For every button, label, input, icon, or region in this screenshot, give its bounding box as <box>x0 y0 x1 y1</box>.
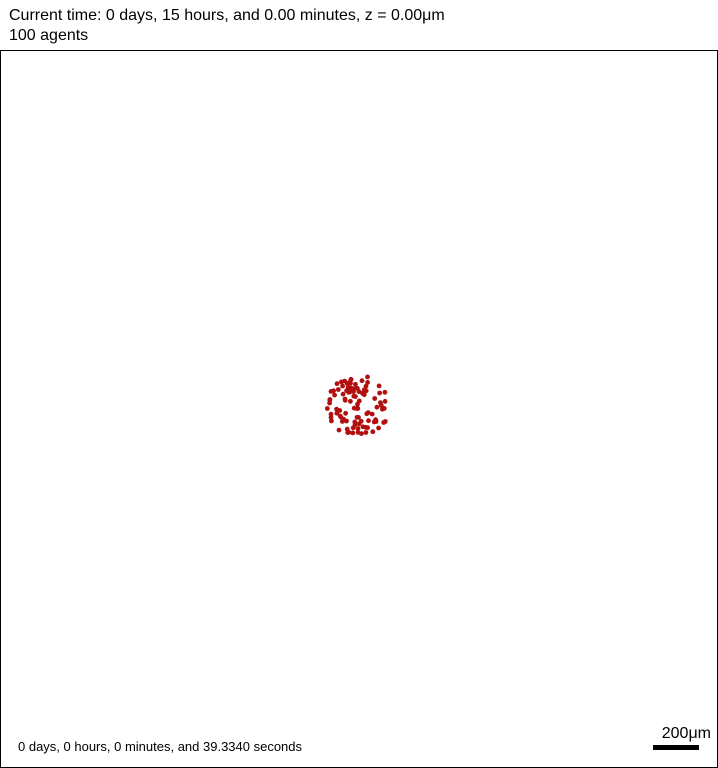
simulation-view: 0 days, 0 hours, 0 minutes, and 39.3340 … <box>0 50 718 768</box>
agent-cell <box>365 374 370 380</box>
agent-cell <box>363 430 369 435</box>
agent-cell <box>327 400 332 406</box>
agent-cell <box>372 396 378 401</box>
agent-cell <box>355 430 361 435</box>
agent-plot <box>324 374 388 436</box>
agent-cell <box>361 387 367 393</box>
agent-cell <box>364 411 370 417</box>
agent-cell <box>335 387 341 392</box>
agent-cell <box>363 383 369 389</box>
agent-cell <box>328 411 334 417</box>
agent-cell <box>377 390 382 396</box>
agent-cell <box>336 427 342 433</box>
agent-cell <box>371 419 377 425</box>
agent-cell <box>337 408 343 413</box>
agent-cell <box>324 406 330 411</box>
agent-cell <box>351 393 357 399</box>
agent-cell <box>376 383 382 389</box>
agent-cell <box>360 424 366 430</box>
agent-cell <box>328 389 334 394</box>
agent-cell <box>382 399 388 404</box>
agent-cell <box>353 381 358 387</box>
agent-cell <box>354 415 360 420</box>
agent-cell <box>365 425 370 431</box>
elapsed-time-label: 0 days, 0 hours, 0 minutes, and 39.3340 … <box>18 739 303 754</box>
agent-cell <box>338 414 344 420</box>
agent-cell <box>356 389 362 395</box>
agent-cell <box>342 397 348 403</box>
agent-cell <box>381 406 387 411</box>
agent-cell <box>332 392 337 398</box>
agent-cell <box>327 397 333 402</box>
agent-cell <box>355 426 361 431</box>
agent-cell <box>382 389 388 395</box>
agent-cell <box>340 383 345 389</box>
agent-cell <box>366 418 371 424</box>
agent-cell <box>359 378 365 384</box>
scale-bar-label: 200μm <box>661 725 711 742</box>
agent-cell <box>346 385 352 391</box>
agent-cell <box>340 391 346 397</box>
agent-cell <box>374 404 380 410</box>
agent-cell <box>378 403 384 408</box>
scale-bar <box>653 745 699 750</box>
agent-cell <box>381 420 387 425</box>
agent-cell <box>365 380 370 385</box>
agent-cell <box>348 380 353 386</box>
agent-cell <box>348 398 353 404</box>
agent-cell <box>354 406 360 411</box>
agent-cell <box>329 418 334 424</box>
agent-cell <box>344 418 349 424</box>
agent-cell <box>370 429 376 435</box>
agent-cell <box>339 379 344 385</box>
agent-cell <box>346 429 352 435</box>
agent-cell <box>350 430 356 436</box>
agent-cell <box>343 410 348 416</box>
agent-cell <box>369 411 375 417</box>
agent-cell <box>361 392 367 398</box>
agent-cell <box>356 398 362 404</box>
agent-cell <box>352 419 358 425</box>
agent-cell <box>358 418 364 424</box>
agent-cell <box>350 386 356 392</box>
agent-cell <box>334 381 340 387</box>
agent-cell <box>376 425 381 431</box>
agent-count-label: 100 agents <box>9 27 89 44</box>
agent-cell <box>350 425 356 431</box>
current-time-label: Current time: 0 days, 15 hours, and 0.00… <box>9 7 445 24</box>
